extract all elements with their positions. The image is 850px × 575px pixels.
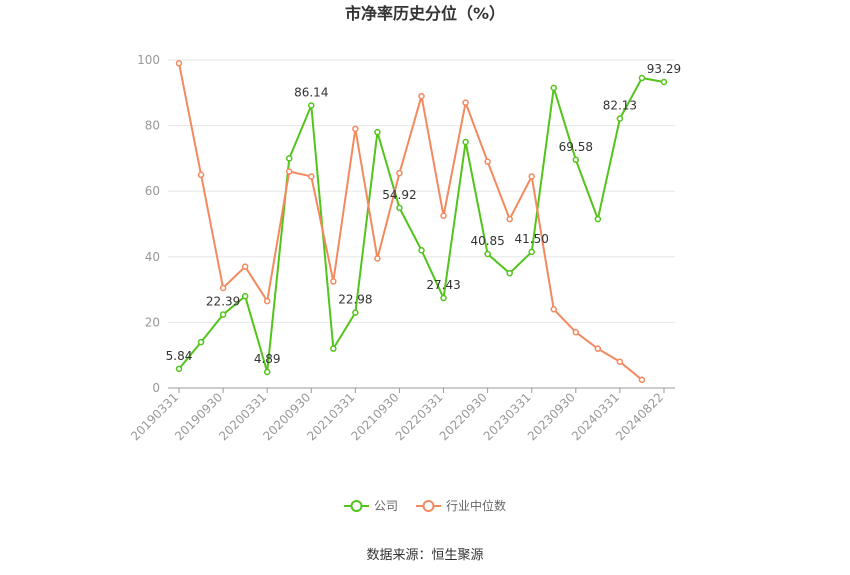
data-point	[440, 212, 447, 220]
y-tick-label: 0	[152, 381, 160, 395]
data-point	[418, 246, 425, 254]
data-point	[285, 155, 293, 162]
grid-lines	[168, 59, 675, 323]
y-tick-label: 60	[145, 184, 160, 198]
y-axis: 0 20 40 60 80 100	[137, 53, 160, 395]
data-label: 40.85	[470, 234, 504, 248]
data-point	[374, 255, 381, 262]
data-point	[219, 284, 227, 292]
legend-item: 公司	[344, 499, 398, 513]
data-point	[638, 74, 646, 82]
data-point	[616, 115, 624, 122]
data-point	[330, 278, 337, 285]
data-labels: 5.84 22.39 4.89 86.14 22.98 54.92 27.43 40.85 41…	[166, 62, 681, 366]
data-label: 5.84	[166, 349, 193, 363]
data-point	[616, 358, 624, 366]
legend-label: 公司	[374, 499, 398, 513]
series-lines	[178, 63, 665, 381]
y-tick-label: 20	[145, 315, 160, 329]
data-point	[440, 294, 447, 302]
data-point	[396, 169, 403, 177]
legend-label: 行业中位数	[446, 498, 506, 513]
series-points	[175, 60, 668, 384]
data-label: 41.50	[515, 232, 549, 246]
data-label: 4.89	[254, 352, 281, 366]
data-point	[594, 345, 602, 352]
data-point	[352, 125, 359, 133]
data-point	[594, 215, 602, 223]
data-point	[197, 338, 205, 346]
data-point	[462, 138, 469, 146]
data-point	[572, 328, 580, 336]
data-point	[263, 297, 271, 305]
y-tick-label: 100	[137, 53, 160, 67]
data-point	[572, 156, 580, 164]
data-point	[506, 215, 513, 223]
data-point	[528, 173, 535, 180]
data-point	[241, 263, 249, 270]
data-point	[550, 306, 558, 313]
data-label: 54.92	[382, 188, 416, 202]
data-label: 82.13	[603, 99, 637, 113]
legend-marker	[350, 500, 363, 512]
chart-title: 市净率历史分位（%）	[345, 4, 505, 23]
data-point	[241, 292, 249, 300]
data-point	[374, 128, 381, 136]
y-tick-label: 40	[145, 250, 160, 264]
data-source-note: 数据来源：恒生聚源	[366, 548, 483, 563]
data-point	[175, 365, 183, 373]
data-point	[219, 311, 227, 318]
x-axis: 2019033120190930202003312020093020210331…	[128, 387, 675, 443]
data-point	[462, 99, 469, 106]
data-point	[330, 345, 337, 352]
series-line-company	[178, 77, 665, 373]
data-point	[285, 168, 293, 175]
legend-marker	[422, 500, 435, 512]
y-tick-label: 80	[145, 119, 160, 133]
data-point	[506, 269, 513, 277]
data-point	[638, 376, 646, 384]
data-point	[352, 309, 359, 316]
data-label: 22.98	[338, 293, 372, 307]
series-line-industry-median	[178, 63, 643, 381]
data-point	[396, 204, 403, 212]
data-label: 93.29	[647, 62, 681, 76]
data-point	[418, 92, 425, 100]
legend: 公司 行业中位数	[344, 498, 506, 513]
data-label: 27.43	[426, 278, 460, 292]
data-point	[308, 173, 315, 180]
data-point	[175, 60, 183, 67]
data-label: 22.39	[206, 295, 240, 309]
data-point	[550, 84, 558, 92]
data-label: 69.58	[559, 140, 593, 154]
data-point	[484, 250, 491, 258]
data-label: 86.14	[294, 85, 328, 99]
data-point	[484, 158, 491, 165]
data-point	[660, 78, 668, 86]
data-point	[308, 102, 315, 109]
data-point	[528, 248, 535, 256]
x-tick-label: 20240822	[613, 390, 666, 443]
legend-item: 行业中位数	[416, 498, 506, 513]
data-point	[197, 171, 205, 179]
data-point	[263, 368, 271, 376]
